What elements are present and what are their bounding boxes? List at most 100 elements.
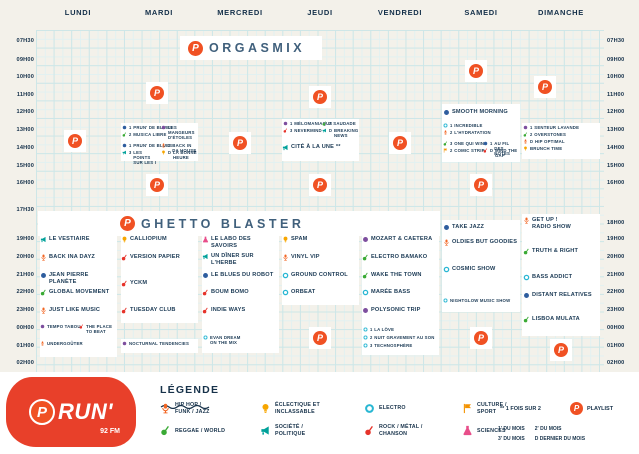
show-entry[interactable]: TRUTH & RIGHT	[523, 248, 598, 255]
playlist-icon[interactable]: P	[313, 178, 327, 192]
show-week-prefix: 1	[129, 125, 132, 130]
playlist-cell: P	[64, 130, 86, 152]
show-entry[interactable]: 1 PRUN' DE BLUES	[122, 143, 197, 148]
show-entry[interactable]: D HIP OPTIMAL	[523, 139, 598, 144]
show-entry[interactable]: 1 AU FIL DES NOTES	[483, 141, 519, 156]
show-entry[interactable]: INDIE WAYS	[202, 307, 277, 314]
show-entry[interactable]: EVAN DREAM ON THE MIX	[203, 335, 277, 345]
day-header-samedi: SAMEDI	[464, 8, 498, 17]
show-entry[interactable]: 2 MUSICA LIBRE	[122, 132, 197, 137]
show-label: TECHNOSPHÈRE	[374, 343, 413, 348]
playlist-icon[interactable]: P	[474, 178, 488, 192]
show-entry[interactable]: 1 INCREDIBLE	[443, 123, 518, 128]
show-entry[interactable]: BASS ADDICT	[523, 274, 598, 281]
legend-month-notes: 1' DU MOIS 2' DU MOIS 3' DU MOIS D DERNIER …	[498, 426, 585, 442]
show-entry[interactable]: 2 COMIC STRIP	[443, 148, 518, 153]
dot-icon	[202, 272, 209, 279]
show-entry[interactable]: GET UP ! RADIO SHOW	[523, 217, 583, 230]
playlist-icon[interactable]: P	[150, 86, 164, 100]
show-entry[interactable]: 3 ONE QUI WIN	[443, 141, 518, 146]
show-entry[interactable]: 2 L'HYDRATATION	[443, 130, 518, 135]
show-entry[interactable]: 2 BACK IN DA HOUSE	[161, 143, 197, 153]
show-entry[interactable]: UN DÎNER SUR L'HERBE	[202, 253, 277, 266]
logo-frequency: 92 FM	[100, 428, 120, 435]
show-entry[interactable]: SMOOTH MORNING	[443, 109, 518, 116]
playlist-icon[interactable]: P	[313, 331, 327, 345]
show-entry[interactable]: BOUM BOMO	[202, 289, 277, 296]
show-entry[interactable]: LE BLUES DU ROBOT	[202, 272, 277, 279]
dot-icon	[122, 341, 127, 346]
show-entry[interactable]: UNDERGOÛTER	[40, 341, 115, 346]
show-entry[interactable]: JUST LIKE MUSIC	[40, 307, 115, 314]
show-entry[interactable]: GLOBAL MOVEMENT	[40, 289, 115, 296]
show-entry[interactable]: 3 LES POINTS SUR LES I	[122, 150, 160, 165]
show-entry[interactable]: BRUNCH TIME	[523, 146, 598, 151]
show-entry[interactable]: TEMPO TABOU	[40, 324, 115, 329]
show-entry[interactable]: MARÉE BASS	[362, 289, 437, 296]
show-entry[interactable]: BACK INA DAYZ	[40, 254, 115, 261]
show-entry[interactable]: SPAM	[282, 236, 357, 243]
playlist-icon[interactable]: P	[233, 136, 247, 150]
show-entry[interactable]: NIGHTGLOW MUSIC SHOW	[443, 298, 518, 303]
show-week-prefix: 1	[129, 143, 132, 148]
show-entry[interactable]: GROUND CONTROL	[282, 272, 357, 279]
playlist-icon[interactable]: P	[538, 80, 552, 94]
time-label-left: 07H30	[16, 38, 34, 44]
show-entry[interactable]: 3 TECHNOSPHÈRE	[363, 343, 438, 348]
show-entry[interactable]: MOZART & CAETERA	[362, 236, 437, 243]
show-week-prefix: D	[530, 139, 533, 144]
playlist-icon[interactable]: P	[554, 343, 568, 357]
show-entry[interactable]: 1 LA LÖVE	[363, 327, 438, 332]
show-entry[interactable]: OLDIES BUT GOODIES	[443, 239, 518, 246]
show-entry[interactable]: ELECTRO BAMAKO	[362, 254, 437, 261]
show-entry[interactable]: DISTANT RELATIVES	[523, 292, 598, 299]
show-label: SENTEUR LAVANDE	[534, 125, 580, 130]
show-entry[interactable]: CALLIOPIUM	[121, 236, 196, 243]
dot-icon	[483, 141, 488, 146]
show-entry[interactable]: 2 NUIT GRAVEMENT AU SON	[363, 335, 438, 340]
show-entry[interactable]: WAKE THE TOWN	[362, 272, 437, 279]
show-entry[interactable]: 2 OVERSTONES	[523, 132, 598, 137]
show-entry[interactable]: VINYL VIP	[282, 254, 357, 261]
show-entry[interactable]: D LA BONNE HEURE	[161, 150, 197, 160]
playlist-icon[interactable]: P	[68, 134, 82, 148]
show-entry[interactable]: NOCTURNAL TENDENCIES	[122, 341, 197, 346]
playlist-icon[interactable]: P	[474, 331, 488, 345]
show-entry[interactable]: LES MANGEURS D'ÉTOILES	[161, 125, 197, 140]
show-entry[interactable]: YCKM	[121, 280, 196, 287]
show-entry[interactable]: THE PLACE TO BEAT	[79, 324, 115, 334]
show-entry[interactable]: D BREAKING NEWS	[322, 128, 358, 138]
show-entry[interactable]: LISBOA MULATA	[523, 316, 598, 323]
show-entry[interactable]: COSMIC SHOW	[443, 266, 518, 273]
playlist-icon[interactable]: P	[393, 136, 407, 150]
time-label-right: 23H00	[607, 307, 625, 313]
show-entry[interactable]: POLYSONIC TRIP	[362, 307, 437, 314]
playlist-icon[interactable]: P	[313, 90, 327, 104]
playlist-icon[interactable]: P	[150, 178, 164, 192]
show-entry[interactable]: JEAN PIERRE PLANÈTE	[40, 272, 115, 285]
day-header-mardi: MARDI	[144, 8, 174, 17]
guitar-icon	[79, 324, 84, 329]
show-entry[interactable]: ORBEAT	[282, 289, 357, 296]
show-entry[interactable]: CITÉ À LA UNE **	[282, 144, 357, 151]
show-entry[interactable]: 1 SENTEUR LAVANDE	[523, 125, 598, 130]
show-entry[interactable]: 1 MÉLOMANIAQUE	[283, 121, 358, 126]
show-entry[interactable]: VERSION PAPIER	[121, 254, 196, 261]
show-entry[interactable]: 3 NEVERMIND	[283, 128, 358, 133]
show-entry[interactable]: LE LABO DES SAVOIRS	[202, 236, 277, 249]
show-entry[interactable]: TAKE JAZZ	[443, 224, 518, 231]
show-entry[interactable]: 2 SAUDADE	[322, 121, 358, 126]
show-entry[interactable]: TUESDAY CLUB	[121, 307, 196, 314]
playlist-icon[interactable]: P	[469, 64, 483, 78]
legend-categories: HIP HOP / FUNK / JAZZ ÉCLECTIQUE ET INCLA…	[160, 402, 538, 437]
ring-icon	[203, 335, 208, 340]
legend-category-label: ROCK / MÉTAL / CHANSON	[379, 424, 423, 437]
guitar-icon	[322, 121, 327, 126]
show-label: WAKE THE TOWN	[371, 272, 422, 278]
time-label-right: 09H00	[607, 57, 625, 63]
show-entry[interactable]: LE VESTIAIRE	[40, 236, 115, 243]
time-label-left: 21H00	[16, 272, 34, 278]
show-label: TEMPO TABOU	[47, 324, 81, 329]
show-entry[interactable]: D MIND THE GAP	[483, 148, 519, 158]
playlist-cell: P	[146, 82, 168, 104]
